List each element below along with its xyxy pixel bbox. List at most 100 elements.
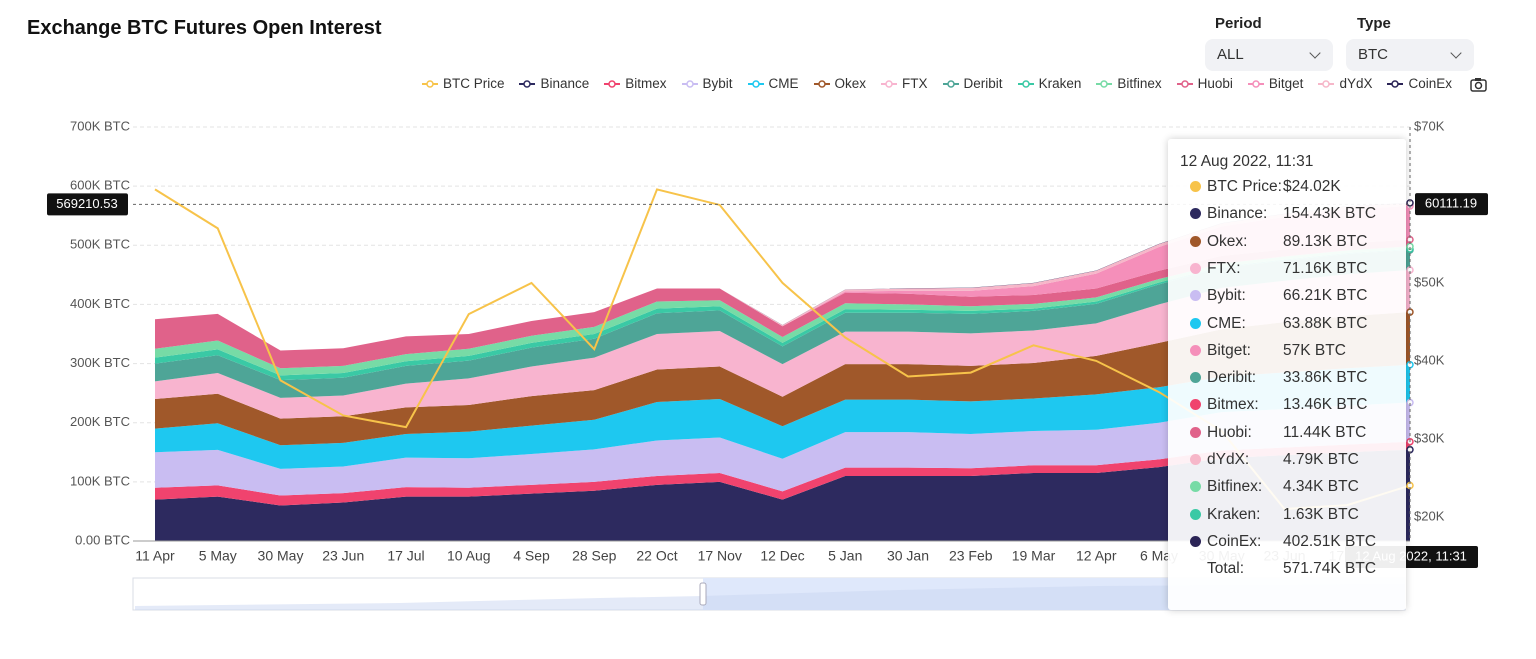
x-tick-label: 17 Nov (698, 548, 742, 564)
x-tick-label: 17 Jul (387, 548, 424, 564)
tooltip-dot (1190, 426, 1201, 438)
legend-item[interactable]: Bitmex (604, 76, 667, 91)
tooltip-value: 71.16K BTC (1283, 259, 1368, 277)
legend-item[interactable]: Kraken (1017, 76, 1082, 91)
x-tick-label: 11 Apr (135, 548, 175, 564)
type-dropdown[interactable]: BTC (1346, 39, 1474, 71)
area (155, 249, 1410, 398)
tooltip-row: Binance: 154.43K BTC (1190, 204, 1400, 224)
legend-icon (1096, 79, 1113, 88)
tooltip-label: Okex: (1207, 232, 1248, 250)
tooltip-row: CoinEx: 402.51K BTC (1190, 532, 1400, 552)
tooltip-value: 63.88K BTC (1283, 314, 1368, 332)
legend-dot (1100, 79, 1109, 88)
tooltip-row: BTC Price: $24.02K (1190, 177, 1400, 197)
legend-dot (685, 79, 694, 88)
tooltip-label: dYdX: (1207, 451, 1250, 468)
y-tick-label: 100K BTC (70, 473, 130, 488)
x-tick-label: 10 Aug (447, 548, 491, 564)
legend-icon (942, 79, 959, 88)
tooltip-dot (1190, 235, 1201, 247)
tooltip-dot (1190, 535, 1201, 547)
legend-item[interactable]: CoinEx (1387, 76, 1452, 91)
area (155, 449, 1410, 541)
tooltip-value: 57K BTC (1283, 341, 1346, 359)
period-label: Period (1215, 15, 1262, 32)
tooltip-dot (1190, 399, 1201, 411)
tooltip-row: Bitget: 57K BTC (1190, 341, 1400, 361)
tooltip-value: $24.02K (1283, 178, 1341, 195)
y2-tick-label: $30K (1414, 430, 1445, 445)
legend-icon (813, 79, 830, 88)
legend-icon (1176, 79, 1193, 88)
x-tick-label: 23 Jun (322, 548, 364, 564)
y-tick-label: 400K BTC (70, 296, 130, 311)
tooltip-row: Bybit: 66.21K BTC (1190, 286, 1400, 306)
legend-item[interactable]: Bitget (1247, 76, 1304, 91)
legend-item[interactable]: dYdX (1318, 76, 1372, 91)
legend-label: CME (768, 76, 799, 91)
tooltip-value: 1.63K BTC (1283, 505, 1359, 523)
legend-icon (421, 79, 438, 88)
zoom-handle[interactable] (699, 582, 707, 606)
tooltip-dot (1190, 262, 1201, 274)
legend-dot (817, 79, 826, 88)
legend-item[interactable]: BTC Price (421, 76, 504, 91)
legend-item[interactable]: Deribit (942, 76, 1003, 91)
legend-dot (946, 79, 955, 88)
tooltip-row: Kraken: 1.63K BTC (1190, 505, 1400, 525)
tooltip-row: FTX: 71.16K BTC (1190, 259, 1400, 279)
legend-label: Okex (834, 76, 867, 91)
legend-dot (523, 79, 532, 88)
y-tick-label: 600K BTC (70, 178, 130, 193)
period-dropdown[interactable]: ALL (1205, 39, 1333, 71)
tooltip-value: 402.51K BTC (1283, 532, 1377, 550)
legend-item[interactable]: Bitfinex (1096, 76, 1162, 91)
legend-label: Deribit (963, 76, 1003, 91)
camera-icon[interactable] (1470, 78, 1487, 92)
tooltip-dot (1190, 454, 1201, 465)
area (155, 312, 1410, 446)
tooltip-value: 33.86K BTC (1283, 369, 1368, 387)
tooltip-label: Deribit: (1207, 369, 1257, 387)
legend-icon (1017, 79, 1034, 88)
area (155, 441, 1410, 506)
x-tick-label: 30 May (258, 548, 304, 564)
y-tick-label: 500K BTC (70, 237, 130, 252)
tooltip-row: dYdX: 4.79K BTC (1190, 450, 1400, 470)
legend-dot (426, 79, 434, 88)
x-tick-label: 30 Jan (887, 548, 929, 564)
y2-tick-label: $40K (1414, 352, 1445, 367)
pointer-label: 569210.53 (56, 196, 117, 211)
tooltip-dot (1190, 372, 1201, 384)
legend-item[interactable]: Okex (813, 76, 867, 91)
x-tick-label: 23 Feb (949, 548, 993, 564)
legend-item[interactable]: Huobi (1176, 76, 1233, 91)
pointer-label-box (47, 193, 128, 216)
y-tick-label: 200K BTC (70, 414, 130, 429)
tooltip-row: CME: 63.88K BTC (1190, 314, 1400, 334)
tooltip-value: 4.34K BTC (1283, 478, 1359, 496)
legend-icon (681, 79, 698, 88)
tooltip-value: 4.79K BTC (1283, 451, 1359, 468)
tooltip-label: FTX: (1207, 259, 1241, 277)
legend-label: Binance (540, 76, 590, 91)
tooltip-value: 66.21K BTC (1283, 287, 1368, 305)
y2-tick-label: $70K (1414, 118, 1445, 133)
legend-item[interactable]: CME (747, 76, 799, 91)
legend-item[interactable]: FTX (881, 76, 928, 91)
legend-label: Kraken (1038, 76, 1082, 91)
legend-item[interactable]: Bybit (681, 76, 733, 91)
tooltip-value: 89.13K BTC (1283, 232, 1368, 250)
tooltip-label: Bitfinex: (1207, 478, 1263, 496)
tooltip-label: Binance: (1207, 205, 1268, 223)
tooltip-label: Bitget: (1207, 341, 1251, 359)
y-tick-label: 0.00 BTC (75, 532, 130, 547)
legend-label: CoinEx (1408, 76, 1452, 91)
tooltip-dot (1190, 208, 1201, 220)
legend-label: Bitget (1268, 76, 1304, 91)
tooltip-label: BTC Price: (1207, 178, 1282, 195)
legend-item[interactable]: Binance (519, 76, 589, 91)
tooltip-row: Deribit: 33.86K BTC (1190, 368, 1400, 388)
